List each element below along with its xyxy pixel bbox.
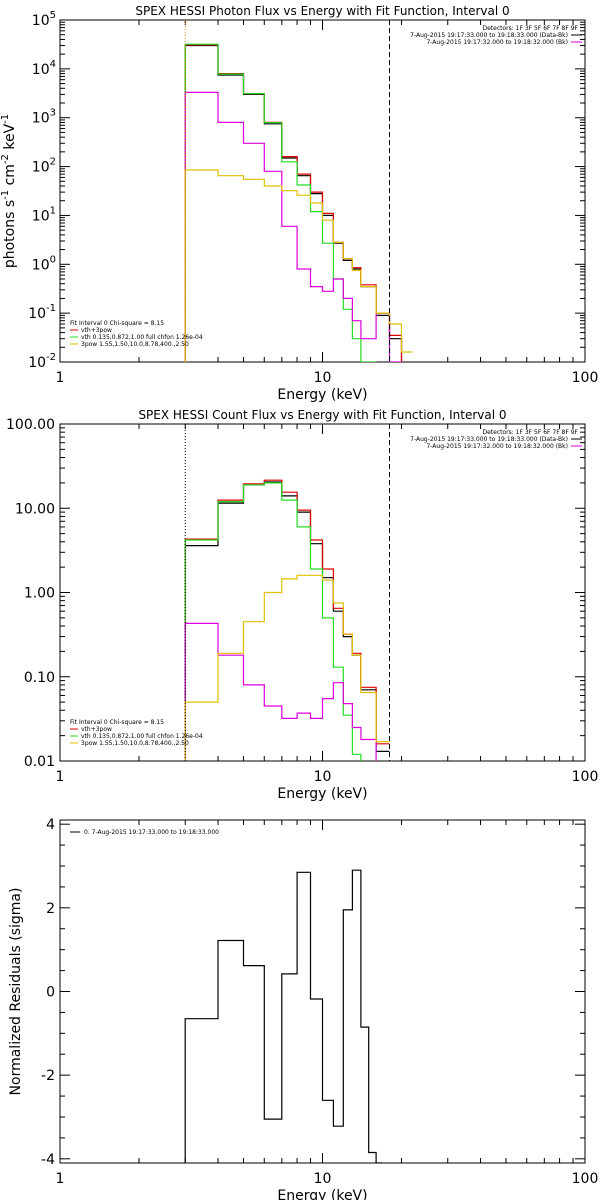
series-red-step: [184, 44, 403, 362]
plot-frame: [59, 19, 586, 363]
chart-title: SPEX HESSI Photon Flux vs Energy with Fi…: [135, 4, 509, 18]
y-tick-label: 1.00: [24, 586, 55, 602]
legend-entry-text: 7-Aug-2015 19:17:33.000 to 19:18:33.000 …: [410, 32, 568, 39]
fit-legend-entry: vth+3pow: [81, 726, 112, 733]
data-layer: [184, 43, 413, 362]
x-tick-label: 1: [56, 370, 65, 386]
y-tick-exponent: 5: [50, 10, 56, 21]
series-magenta-step: [184, 622, 377, 761]
y-axis-label-part: cm: [2, 164, 18, 190]
plot-frame: [59, 819, 586, 1164]
x-tick-label: 100: [572, 1171, 599, 1187]
y-tick-label: -2: [41, 1068, 55, 1084]
x-tick-label: 1: [56, 769, 65, 785]
fit-legend-header: Fit Interval 0 Chi-square = 8.15: [70, 320, 164, 327]
series-green-step: [184, 482, 362, 761]
y-axis-label-exponent: -1: [0, 114, 11, 124]
series-black-step: [184, 481, 390, 761]
y-tick-label: 102: [32, 157, 56, 176]
x-axis-label: Energy (keV): [277, 387, 367, 403]
legend-entry-text: 0. 7-Aug-2015 19:17:33.000 to 19:18:33.0…: [84, 829, 219, 836]
y-tick-label: 10-2: [28, 352, 56, 371]
y-tick-base: 10: [32, 257, 50, 273]
y-tick-exponent: -2: [46, 352, 56, 363]
fit-legend-entry: vth 0.135,0.872,1.00 full chfon 1.26e-04: [81, 334, 203, 341]
y-tick-label: 103: [32, 108, 56, 127]
series-black-step: [184, 44, 403, 362]
y-tick-label: 10.00: [15, 501, 55, 517]
y-tick-label: 0.10: [24, 670, 55, 686]
y-tick-label: 0.01: [24, 754, 55, 770]
series-black-step: [184, 869, 383, 1163]
fit-legend-entry: vth 0.135,0.872,1.00 full chfon 1.26e-04: [81, 733, 203, 740]
series-yellow-step: [184, 169, 413, 362]
fit-legend-entry: vth+3pow: [81, 327, 112, 334]
y-tick-label: 104: [32, 59, 56, 78]
x-tick-label: 100: [572, 370, 599, 386]
x-tick-label: 100: [572, 769, 599, 785]
fit-legend-header: Fit Interval 0 Chi-square = 8.15: [70, 719, 164, 726]
fit-legend-entry: 3pow 1.55,1.50,10.0,8.78,400.,2.50: [81, 740, 189, 747]
y-axis-label-exponent: -1: [0, 190, 11, 200]
y-axis-label-exponent: -2: [0, 154, 11, 164]
y-tick-label: 100.00: [6, 417, 55, 433]
y-tick-label: 0: [46, 985, 55, 1001]
series-yellow-step: [184, 574, 390, 761]
y-tick-base: 10: [28, 306, 46, 322]
y-tick-exponent: 0: [50, 254, 56, 265]
x-axis-label: Energy (keV): [277, 786, 367, 802]
chart-panel-2: 1 10 100 0.01 0.10 1.00 10.00 100.00 SPEX HESSI …: [6, 408, 598, 802]
detectors-label: Detectors: 1F 3F 5F 6F 7F 8F 9F: [482, 25, 578, 32]
x-tick-label: 10: [314, 370, 332, 386]
series-magenta-step: [184, 91, 403, 362]
y-tick-base: 10: [32, 111, 50, 127]
y-tick-base: 10: [28, 355, 46, 371]
y-axis-label: Normalized Residuals (sigma): [8, 888, 24, 1096]
x-tick-label: 10: [314, 769, 332, 785]
data-layer: [184, 479, 390, 761]
y-tick-exponent: -1: [46, 303, 56, 314]
x-tick-label: 10: [314, 1171, 332, 1187]
y-tick-base: 10: [32, 13, 50, 29]
chart-title: SPEX HESSI Count Flux vs Energy with Fit…: [138, 408, 506, 422]
data-layer: [184, 869, 383, 1163]
y-tick-exponent: 1: [50, 205, 56, 216]
y-tick-label: 100: [32, 254, 56, 273]
fit-legend-entry: 3pow 1.55,1.50,10.0,8.78,400.,2.50: [81, 341, 189, 348]
detectors-label: Detectors: 1F 3F 5F 6F 7F 8F 9F: [482, 429, 578, 436]
y-tick-label: 10-1: [28, 303, 56, 322]
y-tick-exponent: 3: [50, 108, 56, 119]
y-tick-base: 10: [32, 160, 50, 176]
y-tick-label: -4: [41, 1152, 55, 1168]
legend-entry-text: 7-Aug-2015 19:17:32.000 to 19:18:32.000 …: [426, 39, 568, 46]
y-axis-label-part: keV: [2, 123, 18, 154]
chart-panel-3: 1 10 100 -4 -2 0 2 4 Energy (keV) Normalized Resi…: [8, 817, 598, 1200]
y-tick-exponent: 4: [50, 59, 56, 70]
y-tick-exponent: 2: [50, 157, 56, 168]
y-axis-label: photons s-1 cm-2 keV-1: [0, 114, 18, 268]
legend-entry-text: 7-Aug-2015 19:17:32.000 to 19:18:32.000 …: [426, 443, 568, 450]
series-red-step: [184, 479, 390, 761]
y-tick-base: 10: [32, 208, 50, 224]
series-green-step: [184, 43, 377, 362]
x-tick-label: 1: [56, 1171, 65, 1187]
y-axis-label-part: photons s: [2, 200, 18, 268]
y-tick-label: 2: [46, 901, 55, 917]
y-tick-label: 105: [32, 10, 56, 29]
y-tick-base: 10: [32, 62, 50, 78]
legend-entry-text: 7-Aug-2015 19:17:33.000 to 19:18:33.000 …: [410, 436, 568, 443]
y-tick-label: 101: [32, 205, 56, 224]
x-axis-label: Energy (keV): [277, 1188, 367, 1200]
y-tick-label: 4: [46, 817, 55, 833]
